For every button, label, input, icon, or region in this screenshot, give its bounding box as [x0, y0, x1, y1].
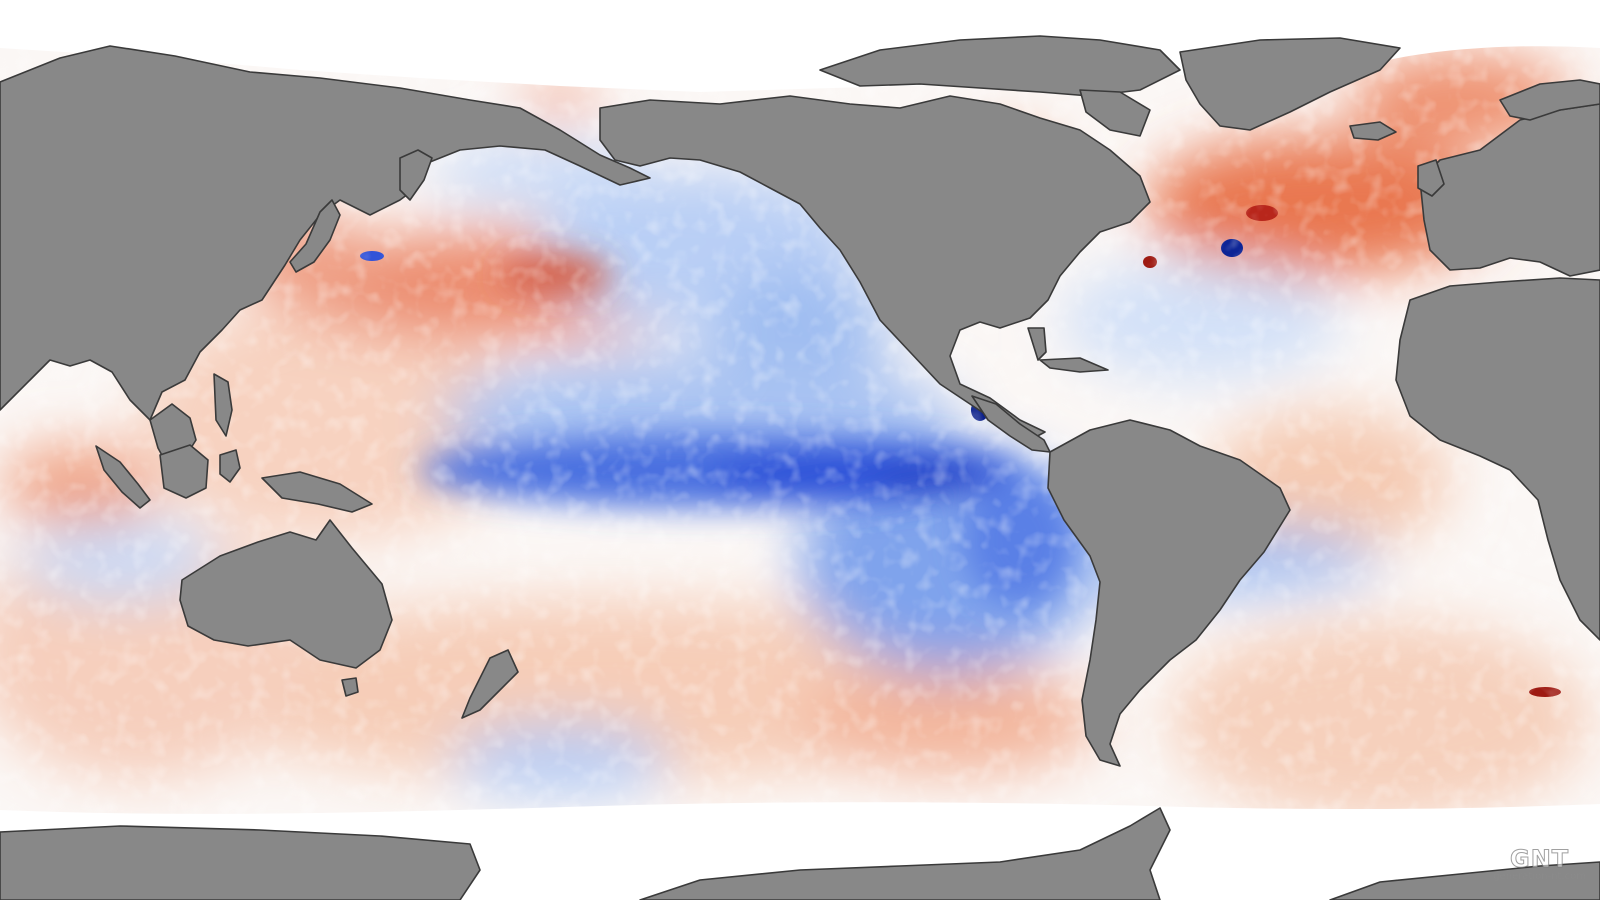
- canadian-archipelago: [819, 35, 1181, 97]
- cuba: [1039, 357, 1109, 373]
- watermark: GNT generation-nt.com: [1493, 847, 1586, 882]
- landmasses: [0, 35, 1600, 900]
- baffin-island: [1079, 89, 1151, 137]
- philippines: [213, 373, 233, 437]
- iceland: [1349, 121, 1397, 141]
- south-america: [1047, 419, 1291, 767]
- africa: [1395, 277, 1600, 641]
- australia: [179, 519, 393, 669]
- sulawesi: [219, 449, 241, 483]
- japan: [289, 199, 341, 273]
- new-guinea: [261, 471, 373, 513]
- scandinavia: [1499, 79, 1600, 121]
- asia-landmass: [0, 45, 651, 421]
- watermark-logo: GNT: [1510, 845, 1570, 873]
- north-america: [599, 95, 1151, 441]
- europe: [1419, 103, 1600, 277]
- sumatra: [95, 445, 151, 509]
- british-isles: [1417, 159, 1445, 197]
- new-zealand: [461, 649, 519, 719]
- florida: [1027, 327, 1047, 361]
- watermark-site: generation-nt.com: [1493, 871, 1586, 882]
- antarctica-right: [1329, 861, 1600, 900]
- tasmania: [341, 677, 359, 697]
- antarctica-west: [0, 825, 481, 900]
- kamchatka: [399, 149, 433, 201]
- antarctica-east: [639, 807, 1171, 900]
- greenland: [1179, 37, 1401, 131]
- borneo: [159, 444, 209, 499]
